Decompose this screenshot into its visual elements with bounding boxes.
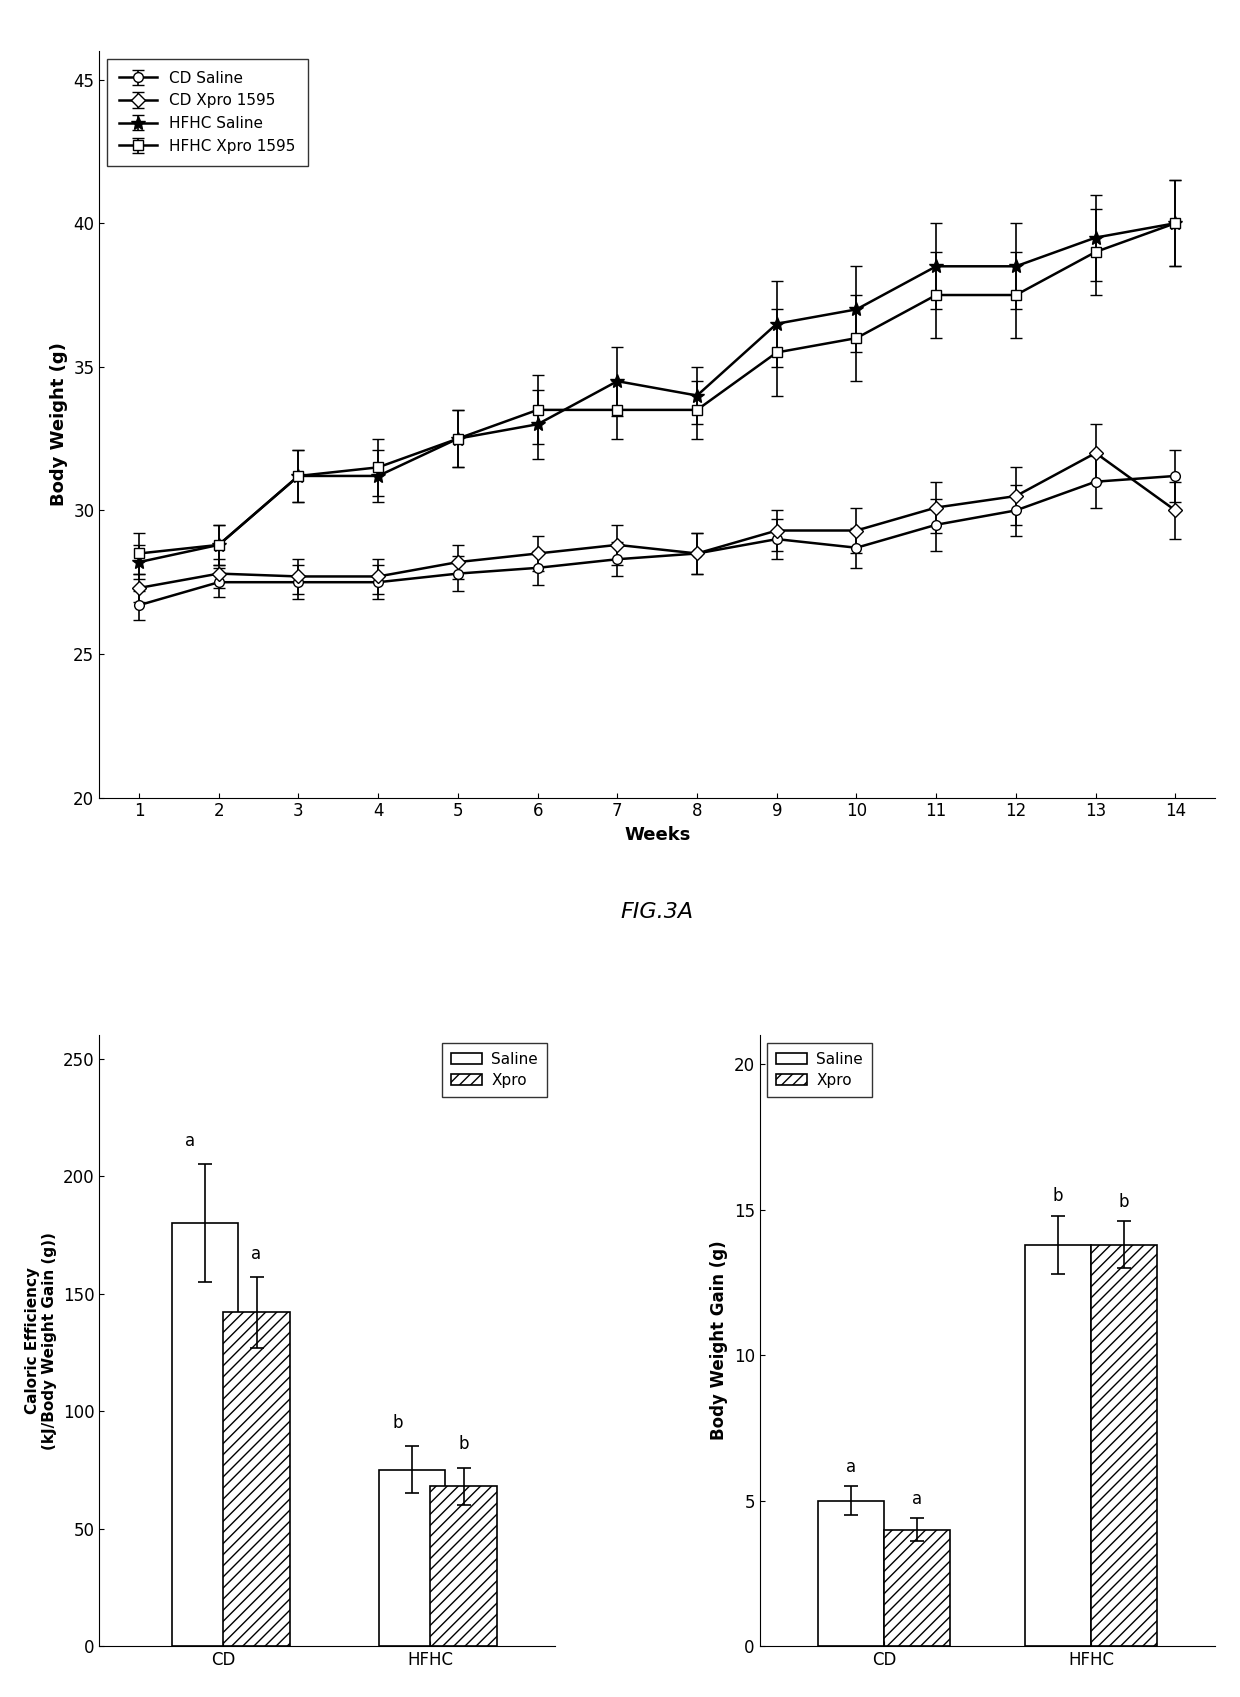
Legend: Saline, Xpro: Saline, Xpro [768,1044,872,1098]
Bar [171,1224,238,1646]
Bar [884,1529,950,1646]
Y-axis label: Body Weight (g): Body Weight (g) [50,343,68,506]
Bar [430,1487,497,1646]
Bar [817,1500,884,1646]
Text: a: a [911,1490,923,1509]
Text: a: a [185,1132,196,1151]
Text: a: a [846,1458,856,1476]
X-axis label: Weeks: Weeks [624,826,691,843]
Text: b: b [392,1414,403,1432]
Text: a: a [252,1246,262,1263]
Bar [1024,1244,1091,1646]
Text: b: b [1118,1193,1130,1212]
Bar [1091,1244,1157,1646]
Y-axis label: Caloric Efficiency
(kJ/Body Weight Gain (g)): Caloric Efficiency (kJ/Body Weight Gain … [25,1232,57,1449]
Text: FIG.3A: FIG.3A [621,903,693,921]
Bar [378,1470,445,1646]
Legend: CD Saline, CD Xpro 1595, HFHC Saline, HFHC Xpro 1595: CD Saline, CD Xpro 1595, HFHC Saline, HF… [107,59,308,166]
Text: b: b [1053,1188,1063,1205]
Text: b: b [459,1436,469,1453]
Y-axis label: Body Weight Gain (g): Body Weight Gain (g) [711,1241,728,1441]
Bar [223,1312,290,1646]
Legend: Saline, Xpro: Saline, Xpro [443,1044,547,1098]
